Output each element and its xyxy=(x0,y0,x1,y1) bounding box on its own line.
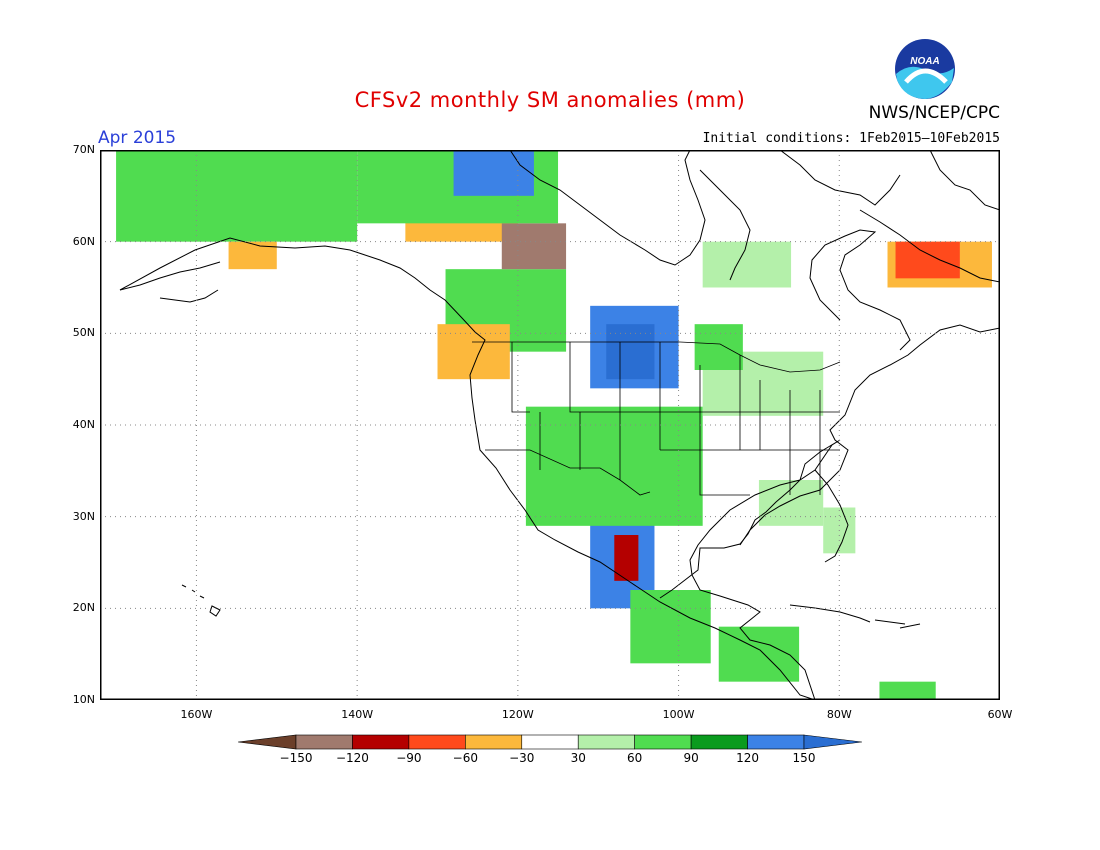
anomaly-region xyxy=(758,480,824,526)
anomaly-region xyxy=(501,223,567,270)
colorbar-box xyxy=(521,734,579,750)
map-title: CFSv2 monthly SM anomalies (mm) xyxy=(354,88,746,112)
lat-tick-label: 70N xyxy=(72,143,95,156)
colorbar-box xyxy=(295,734,353,750)
anomaly-region xyxy=(525,406,703,526)
lon-tick-label: 80W xyxy=(826,708,852,721)
lat-tick-label: 60N xyxy=(72,234,95,248)
colorbar-tick-label: 90 xyxy=(683,751,699,765)
lat-tick-label: 30N xyxy=(72,509,95,523)
colorbar-tick-label: 30 xyxy=(570,751,586,765)
colorbar xyxy=(238,734,862,750)
colorbar-tick-label: 150 xyxy=(792,751,816,765)
lat-lon-gridlines xyxy=(100,150,1000,700)
agency-label: NWS/NCEP/CPC xyxy=(868,103,1000,123)
lon-tick-label: 120W xyxy=(501,708,534,721)
anomaly-cells xyxy=(116,150,992,700)
coastlines xyxy=(119,150,1000,700)
anomaly-region xyxy=(630,590,711,664)
anomaly-region xyxy=(718,626,800,682)
lon-tick-label: 60W xyxy=(987,708,1013,721)
lat-tick-label: 40N xyxy=(72,418,95,431)
anomaly-region xyxy=(437,324,510,380)
colorbar-tick-label: 120 xyxy=(736,751,759,765)
colorbar-box xyxy=(690,734,748,750)
anomaly-region xyxy=(453,150,534,196)
valid-period-label: Apr 2015 xyxy=(98,128,177,148)
colorbar-low-triangle xyxy=(238,734,297,750)
colorbar-box xyxy=(577,734,635,750)
colorbar-box xyxy=(747,734,805,750)
colorbar-box xyxy=(465,734,523,750)
anomaly-region xyxy=(702,241,792,288)
noaa-logo-icon: NOAA xyxy=(895,39,955,99)
colorbar-box xyxy=(634,734,692,750)
anomaly-region xyxy=(694,324,743,370)
lat-tick-label: 50N xyxy=(72,326,95,340)
colorbar-tick-label: 60 xyxy=(627,751,643,765)
political-borders xyxy=(472,341,841,496)
colorbar-tick-label: −120 xyxy=(335,751,369,765)
colorbar-high-triangle xyxy=(803,734,862,750)
lat-tick-label: 10N xyxy=(72,693,95,706)
colorbar-tick-label: −150 xyxy=(279,751,313,765)
colorbar-box xyxy=(408,734,466,750)
logo-text: NOAA xyxy=(910,56,939,67)
colorbar-tick-label: −30 xyxy=(509,751,535,765)
anomaly-region xyxy=(228,241,277,270)
colorbar-tick-label: −60 xyxy=(452,751,478,765)
lon-tick-label: 100W xyxy=(662,708,695,721)
anomaly-region xyxy=(606,324,655,380)
initial-conditions-label: Initial conditions: 1Feb2015–10Feb2015 xyxy=(702,131,1000,146)
anomaly-region xyxy=(895,241,960,279)
colorbar-box xyxy=(352,734,410,750)
anomaly-region xyxy=(116,150,358,242)
anomaly-map xyxy=(100,150,1000,700)
colorbar-tick-label: −90 xyxy=(396,751,422,765)
lon-tick-label: 160W xyxy=(180,708,213,721)
lon-tick-label: 140W xyxy=(341,708,374,721)
anomaly-region xyxy=(879,681,936,700)
lat-tick-label: 20N xyxy=(72,601,95,615)
map-frame xyxy=(100,150,1000,700)
anomaly-region xyxy=(614,535,639,581)
